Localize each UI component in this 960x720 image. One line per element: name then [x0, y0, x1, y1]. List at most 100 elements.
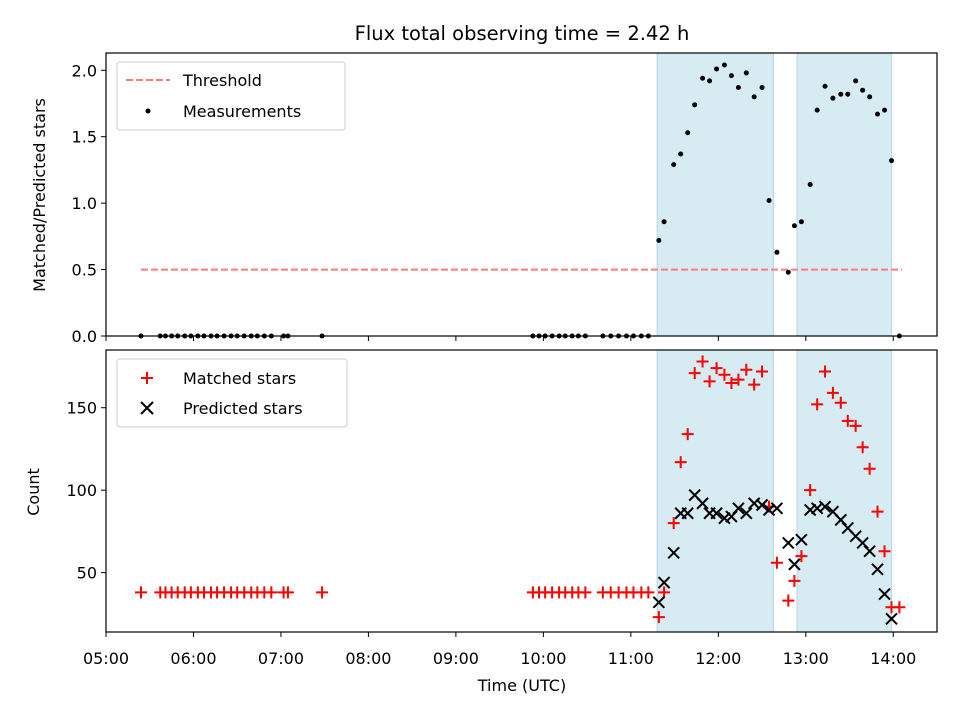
bottom-y-tick-label-1: 100: [66, 481, 97, 500]
predicted-stars-point-19: [795, 533, 808, 546]
measurements-point-59: [814, 107, 820, 113]
x-tick-label-5: 10:00: [520, 649, 566, 668]
x-tick-label-6: 11:00: [608, 649, 654, 668]
matched-stars-point-39: [658, 586, 671, 599]
measurements-point-52: [759, 85, 765, 91]
x-tick-label-2: 07:00: [258, 649, 304, 668]
measurements-point-62: [838, 91, 844, 97]
top-panel: 0.00.51.01.52.0 Matched/Predicted stars …: [30, 52, 938, 346]
matched-stars-point-62: [834, 396, 847, 409]
matched-stars-point-60: [819, 365, 832, 378]
measurements-point-65: [860, 87, 866, 93]
x-axis-label: Time (UTC): [477, 676, 566, 695]
chart-title: Flux total observing time = 2.42 h: [355, 22, 690, 45]
top-observing-window-1: [796, 52, 893, 337]
bottom-legend: Matched stars Predicted stars: [116, 358, 348, 428]
matched-stars-point-65: [856, 441, 869, 454]
measurements-point-45: [707, 78, 713, 84]
top-y-tick-label-3: 1.5: [72, 128, 97, 147]
predicted-stars-point-28: [863, 544, 876, 558]
matched-stars-point-46: [710, 362, 723, 375]
matched-stars-point-58: [804, 484, 817, 497]
predicted-stars-point-18: [788, 558, 801, 571]
matched-stars-point-68: [878, 545, 891, 558]
predicted-stars-point-14: [755, 498, 769, 512]
measurements-point-63: [845, 91, 851, 97]
x-tick-label-0: 05:00: [83, 649, 129, 668]
measurements-point-56: [791, 223, 797, 229]
matched-stars-point-57: [795, 550, 808, 563]
predicted-stars-point-30: [878, 587, 891, 601]
matched-stars-point-63: [841, 414, 854, 427]
matched-stars-point-0: [134, 586, 147, 599]
matched-stars-point-56: [788, 574, 801, 587]
predicted-stars-point-12: [740, 507, 753, 520]
measurements-point-50: [743, 70, 749, 76]
top-y-tick-label-2: 1.0: [72, 194, 97, 213]
top-legend-box: [116, 61, 346, 131]
measurements-point-69: [889, 158, 895, 164]
predicted-stars-point-4: [681, 507, 694, 520]
matched-stars-point-21: [316, 586, 329, 599]
measurements-point-38: [656, 237, 662, 243]
matched-stars-point-40: [667, 517, 680, 530]
matched-stars-point-67: [871, 505, 884, 518]
bottom-axes-frame: [105, 349, 938, 633]
predicted-stars-legend-label: Predicted stars: [183, 399, 303, 418]
measurements-point-67: [875, 111, 881, 117]
measurements-legend-marker: [145, 108, 151, 114]
bottom-y-tick-label-2: 150: [66, 399, 97, 418]
measurements-point-44: [700, 75, 706, 81]
measurements-point-49: [735, 85, 741, 91]
predicted-stars-point-2: [667, 546, 680, 560]
matched-stars-point-48: [725, 376, 738, 389]
matched-stars-point-64: [849, 419, 862, 432]
predicted-stars-point-31: [885, 612, 898, 626]
predicted-stars-point-8: [710, 507, 723, 520]
measurements-point-58: [807, 182, 813, 188]
measurements-legend-label: Measurements: [183, 102, 301, 121]
matched-stars-point-18: [265, 586, 278, 599]
measurements-point-46: [714, 66, 720, 72]
predicted-stars-point-11: [732, 502, 745, 515]
top-plot-area: 0.0 0.5 1.0 1.5 2.0: [72, 52, 938, 346]
top-axes-frame: [105, 52, 938, 337]
measurements-point-61: [830, 95, 836, 101]
predicted-stars-point-0: [652, 596, 666, 609]
measurements-point-42: [685, 130, 691, 136]
predicted-stars-point-16: [770, 502, 784, 515]
bottom-y-tick-label-0: 50: [77, 564, 97, 583]
matched-stars-point-51: [748, 378, 761, 391]
measurements-point-55: [785, 269, 791, 275]
x-tick-label-1: 06:00: [170, 649, 216, 668]
x-axis: 05:00 06:00 07:00 08:00 09:00 10:00 11:00 12:00…: [83, 649, 916, 668]
matched-stars-legend-label: Matched stars: [183, 369, 296, 388]
measurements-point-68: [882, 107, 888, 113]
matched-stars-point-30: [579, 586, 592, 599]
x-tick-label-7: 12:00: [695, 649, 741, 668]
matched-stars-point-59: [811, 398, 824, 411]
top-y-axis-label: Matched/Predicted stars: [30, 98, 49, 292]
measurements-point-64: [853, 78, 859, 84]
predicted-stars-legend-marker: [140, 401, 154, 415]
top-y-tick-label-0: 0.0: [72, 327, 97, 346]
bottom-plot-area: 50 100 150: [66, 349, 938, 637]
matched-stars-point-45: [703, 375, 716, 388]
matched-stars-point-42: [681, 428, 694, 441]
x-tick-label-8: 13:00: [783, 649, 829, 668]
top-y-tick-label-1: 0.5: [72, 261, 97, 280]
top-y-tick-label-4: 2.0: [72, 61, 97, 80]
predicted-stars-point-22: [818, 500, 832, 513]
x-tick-label-4: 09:00: [433, 649, 479, 668]
measurements-point-43: [692, 102, 698, 108]
matched-stars-point-66: [863, 462, 876, 475]
matched-stars-point-20: [281, 586, 294, 599]
measurements-point-53: [766, 197, 772, 203]
matched-stars-point-38: [652, 611, 665, 624]
predicted-stars-point-17: [782, 536, 795, 550]
x-tick-label-3: 08:00: [345, 649, 391, 668]
x-tick-label-9: 14:00: [870, 649, 916, 668]
top-observing-window-0: [656, 52, 774, 337]
measurements-point-54: [774, 249, 780, 255]
